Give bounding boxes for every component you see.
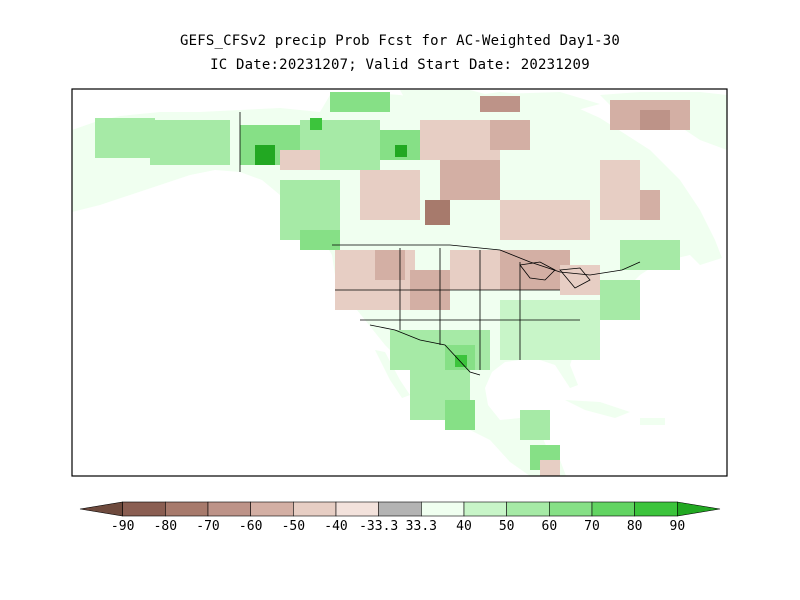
colorbar-label: 50: [499, 519, 515, 534]
chart-title: GEFS_CFSv2 precip Prob Fcst for AC-Weigh…: [179, 33, 621, 49]
political-boundaries: [239, 112, 641, 376]
prob-cell-32: [455, 355, 467, 367]
chart-subtitle: IC Date:20231207; Valid Start Date: 2023…: [210, 57, 590, 73]
prob-cell-17: [490, 120, 530, 150]
prob-cell-5: [310, 118, 322, 130]
prob-cell-34: [600, 280, 640, 320]
prob-cell-12: [440, 160, 500, 200]
prob-cell-28: [500, 250, 570, 290]
land-region-6: [375, 350, 410, 398]
prob-cell-14: [425, 200, 450, 225]
colorbar-box-9: [463, 501, 507, 517]
colorbar-label: -60: [239, 519, 262, 534]
colorbar-box-10: [506, 501, 550, 517]
colorbar-label: -80: [154, 519, 177, 534]
colorbar-label: -40: [324, 519, 347, 534]
colorbar-box-3: [207, 501, 251, 517]
map-frame: [71, 88, 728, 477]
colorbar-label: 60: [542, 519, 558, 534]
prob-cell-37: [445, 400, 475, 430]
prob-cell-15: [280, 150, 320, 170]
prob-cell-29: [560, 265, 600, 295]
prob-cell-33: [500, 300, 600, 360]
prob-cell-19: [500, 200, 590, 240]
colorbar-box-5: [293, 501, 337, 517]
colorbar-labels: -90 -80 -70 -60 -50 -40 -33.3 33.3 40 50 60 70 80 90: [111, 519, 685, 534]
prob-cell-22: [600, 160, 640, 220]
colorbar-box-13: [634, 501, 678, 517]
prob-cell-11: [420, 120, 500, 160]
prob-cell-38: [520, 410, 550, 440]
colorbar-label: -33.3: [359, 519, 398, 534]
colorbar-box-4: [250, 501, 294, 517]
colorbar-boxes: [79, 501, 721, 517]
colorbar-box-12: [591, 501, 635, 517]
probability-cells: [95, 92, 690, 476]
colorbar-label: 40: [456, 519, 472, 534]
prob-cell-23: [640, 190, 660, 220]
colorbar-label: 80: [627, 519, 643, 534]
land-region-2: [400, 90, 500, 115]
colorbar-box-2: [165, 501, 209, 517]
prob-cell-3: [255, 145, 275, 165]
colorbar-label: 70: [584, 519, 600, 534]
colorbar-label: -70: [196, 519, 219, 534]
prob-cell-10: [330, 92, 390, 112]
colorbar-box-14: [677, 501, 721, 517]
colorbar-label: 90: [670, 519, 686, 534]
colorbar-box-7: [378, 501, 422, 517]
land-region-3: [500, 92, 600, 112]
prob-cell-0: [95, 118, 155, 158]
prob-cell-21: [640, 110, 670, 130]
prob-cell-40: [540, 460, 560, 476]
colorbar-label: -90: [111, 519, 134, 534]
boundary-line-3: [519, 261, 556, 281]
colorbar-box-8: [421, 501, 465, 517]
prob-cell-18: [480, 96, 520, 112]
prob-cell-1: [150, 120, 230, 165]
prob-cell-35: [620, 240, 680, 270]
colorbar-box-11: [549, 501, 593, 517]
colorbar-box-1: [122, 501, 166, 517]
boundary-line-2: [369, 324, 481, 376]
colorbar-label: 33.3: [406, 519, 437, 534]
boundary-line-4: [559, 267, 591, 289]
boundary-line-1: [332, 244, 641, 276]
land-region-5: [640, 418, 665, 425]
colorbar-box-0: [79, 501, 123, 517]
prob-cell-7: [395, 145, 407, 157]
colorbar-box-6: [335, 501, 379, 517]
land-region-4: [565, 400, 630, 418]
colorbar-label: -50: [282, 519, 305, 534]
prob-cell-16: [360, 170, 420, 220]
prob-cell-9: [300, 230, 340, 250]
